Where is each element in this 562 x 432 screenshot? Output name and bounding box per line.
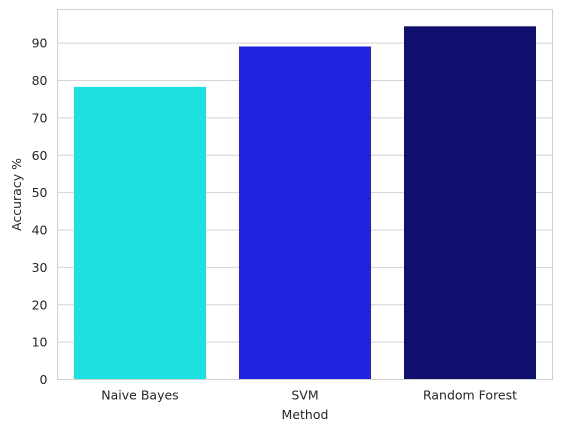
y-tick-label: 80 [32, 73, 48, 88]
x-tick-label: Random Forest [423, 388, 517, 403]
y-tick-label: 10 [32, 335, 48, 350]
y-tick-label: 20 [32, 297, 48, 312]
y-tick-label: 30 [32, 260, 48, 275]
y-tick-label: 60 [32, 148, 48, 163]
x-tick-label: SVM [291, 388, 318, 403]
x-axis-label: Method [282, 407, 329, 422]
plot-frame [57, 9, 553, 380]
bar-naive-bayes [74, 86, 206, 380]
bar-random-forest [404, 26, 536, 380]
y-axis-label: Accuracy % [9, 158, 24, 231]
y-tick-label: 90 [32, 36, 48, 51]
y-tick-label: 50 [32, 185, 48, 200]
y-tick-label: 0 [40, 372, 48, 387]
x-tick-label: Naive Bayes [101, 388, 178, 403]
y-tick-labels: 0 10 20 30 40 50 60 70 80 90 [32, 36, 48, 387]
x-tick-labels: Naive Bayes SVM Random Forest [101, 388, 517, 403]
bars [74, 26, 536, 380]
y-tick-label: 40 [32, 223, 48, 238]
bar-svm [239, 46, 371, 380]
y-tick-label: 70 [32, 110, 48, 125]
